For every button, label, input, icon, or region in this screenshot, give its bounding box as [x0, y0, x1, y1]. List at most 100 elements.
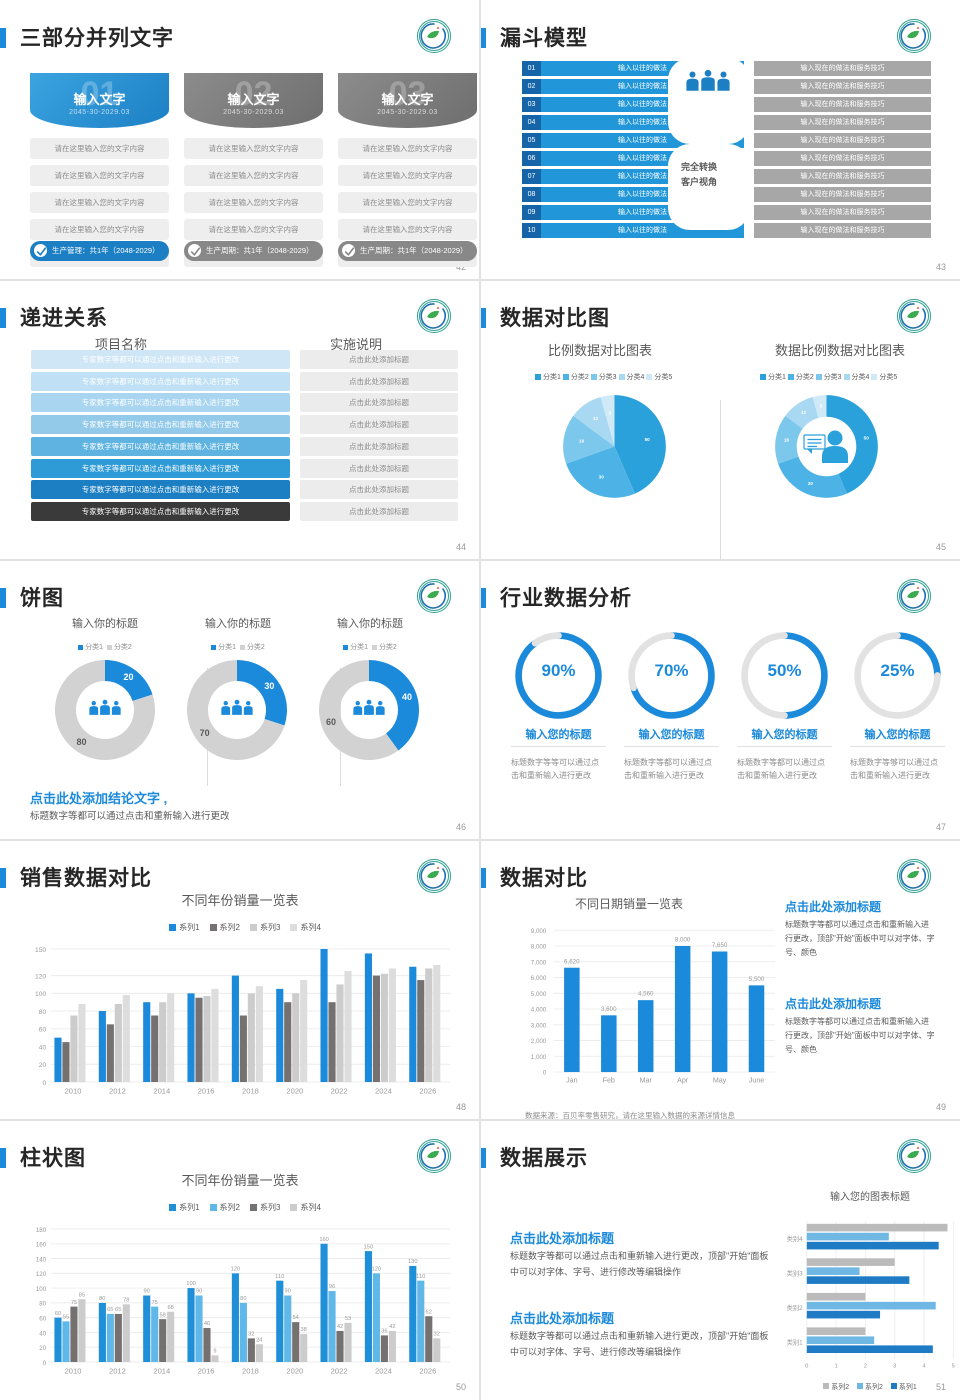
svg-text:68: 68 [167, 1305, 173, 1311]
svg-text:4,560: 4,560 [638, 991, 654, 998]
svg-text:62: 62 [426, 1309, 432, 1315]
svg-text:38: 38 [301, 1327, 307, 1333]
svg-text:Apr: Apr [677, 1077, 689, 1085]
svg-text:2012: 2012 [109, 1086, 126, 1095]
svg-text:Jan: Jan [566, 1077, 577, 1085]
svg-text:85: 85 [79, 1292, 85, 1298]
svg-text:53: 53 [345, 1316, 351, 1322]
svg-text:80: 80 [99, 1296, 105, 1302]
svg-text:75: 75 [71, 1300, 77, 1306]
svg-text:3,000: 3,000 [531, 1022, 547, 1029]
svg-text:2024: 2024 [375, 1086, 392, 1095]
svg-text:70: 70 [200, 728, 210, 738]
svg-text:0: 0 [42, 1080, 46, 1087]
svg-text:类别3: 类别3 [787, 1268, 804, 1277]
svg-text:24: 24 [256, 1337, 262, 1343]
svg-text:8,000: 8,000 [531, 944, 547, 951]
svg-text:12: 12 [801, 410, 807, 415]
svg-text:160: 160 [319, 1237, 329, 1243]
svg-text:类别4: 类别4 [787, 1234, 804, 1243]
svg-text:90: 90 [196, 1289, 202, 1295]
svg-text:46: 46 [204, 1321, 210, 1327]
svg-text:4,000: 4,000 [531, 1007, 547, 1014]
svg-text:18: 18 [579, 439, 585, 444]
svg-text:类别1: 类别1 [787, 1337, 804, 1346]
svg-text:2026: 2026 [419, 1366, 436, 1375]
svg-text:90: 90 [285, 1289, 291, 1295]
svg-text:50: 50 [864, 435, 870, 440]
svg-text:120: 120 [372, 1267, 382, 1273]
svg-text:May: May [713, 1077, 727, 1085]
svg-text:60: 60 [326, 717, 336, 727]
svg-text:130: 130 [408, 1259, 418, 1265]
svg-text:42: 42 [389, 1324, 395, 1330]
svg-text:80: 80 [240, 1296, 246, 1302]
svg-text:2024: 2024 [375, 1366, 392, 1375]
svg-text:2018: 2018 [242, 1366, 259, 1375]
svg-text:60: 60 [55, 1311, 61, 1317]
svg-text:2014: 2014 [153, 1086, 170, 1095]
svg-text:7,000: 7,000 [531, 959, 547, 966]
svg-text:40: 40 [39, 1330, 46, 1337]
svg-text:65: 65 [107, 1307, 113, 1313]
svg-text:5,000: 5,000 [531, 991, 547, 998]
svg-text:0: 0 [805, 1364, 809, 1370]
svg-text:2020: 2020 [286, 1086, 303, 1095]
svg-text:1,000: 1,000 [531, 1054, 547, 1061]
svg-text:120: 120 [35, 973, 46, 980]
svg-text:36: 36 [381, 1329, 387, 1335]
svg-text:60: 60 [39, 1315, 46, 1322]
svg-text:110: 110 [275, 1274, 284, 1280]
svg-text:6,000: 6,000 [531, 975, 547, 982]
svg-text:32: 32 [248, 1332, 254, 1338]
svg-text:20: 20 [123, 672, 133, 682]
svg-text:75: 75 [152, 1300, 158, 1306]
svg-text:12: 12 [593, 416, 599, 421]
svg-text:2014: 2014 [153, 1366, 170, 1375]
svg-text:2016: 2016 [198, 1366, 215, 1375]
svg-text:100: 100 [35, 991, 46, 998]
svg-text:140: 140 [36, 1256, 47, 1263]
svg-text:80: 80 [39, 1301, 46, 1308]
svg-text:20: 20 [39, 1345, 46, 1352]
svg-text:40: 40 [39, 1044, 47, 1051]
svg-text:5: 5 [820, 404, 823, 409]
svg-text:9: 9 [213, 1349, 216, 1355]
svg-text:Feb: Feb [603, 1077, 615, 1085]
svg-text:42: 42 [337, 1324, 343, 1330]
svg-text:2018: 2018 [242, 1086, 259, 1095]
svg-text:110: 110 [416, 1274, 425, 1280]
svg-text:30: 30 [264, 681, 274, 691]
svg-text:8,000: 8,000 [675, 937, 691, 944]
svg-text:30: 30 [599, 474, 605, 479]
svg-text:120: 120 [231, 1267, 241, 1273]
svg-text:150: 150 [35, 947, 46, 954]
svg-text:150: 150 [364, 1244, 374, 1250]
svg-text:2016: 2016 [198, 1086, 215, 1095]
svg-text:2020: 2020 [286, 1366, 303, 1375]
svg-text:60: 60 [39, 1027, 47, 1034]
svg-text:65: 65 [115, 1307, 121, 1313]
svg-text:5: 5 [609, 411, 612, 416]
svg-text:类别2: 类别2 [787, 1303, 804, 1312]
svg-text:20: 20 [39, 1062, 47, 1069]
svg-text:Mar: Mar [640, 1077, 653, 1085]
svg-text:2: 2 [864, 1364, 867, 1370]
svg-text:3: 3 [893, 1364, 896, 1370]
svg-text:5: 5 [952, 1364, 955, 1370]
svg-text:100: 100 [186, 1281, 196, 1287]
svg-text:4: 4 [922, 1364, 926, 1370]
svg-text:40: 40 [402, 692, 412, 702]
svg-text:2010: 2010 [65, 1366, 82, 1375]
svg-text:96: 96 [329, 1284, 335, 1290]
svg-text:June: June [749, 1077, 764, 1085]
svg-text:0: 0 [43, 1360, 47, 1367]
svg-text:78: 78 [123, 1297, 129, 1303]
svg-text:100: 100 [36, 1286, 47, 1293]
svg-text:30: 30 [808, 481, 814, 486]
svg-text:18: 18 [784, 438, 790, 443]
svg-text:90: 90 [144, 1289, 150, 1295]
svg-text:9,000: 9,000 [531, 928, 547, 935]
svg-text:2012: 2012 [109, 1366, 126, 1375]
svg-text:55: 55 [63, 1314, 69, 1320]
